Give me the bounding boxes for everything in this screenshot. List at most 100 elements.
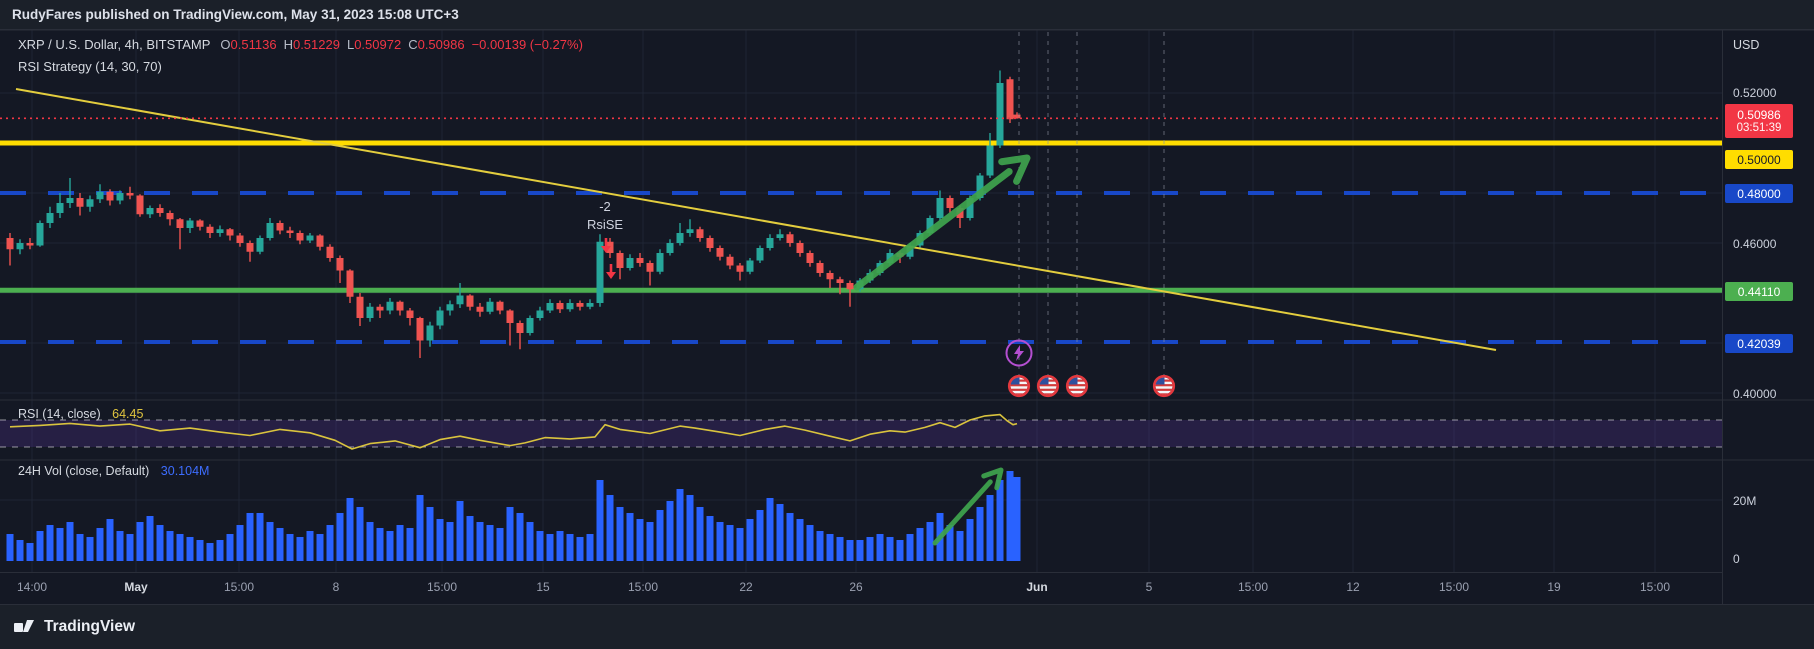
publication-text: RudyFares published on TradingView.com, … — [12, 7, 459, 22]
volume-bar — [26, 543, 34, 561]
candle — [796, 243, 804, 253]
us-flag-event-icon[interactable] — [1152, 374, 1176, 398]
volume-bar — [376, 528, 384, 561]
symbol-legend[interactable]: XRP / U.S. Dollar, 4h, BITSTAMP O0.51136 H… — [18, 37, 583, 52]
volume-bar — [896, 540, 904, 561]
volume-bar — [316, 534, 324, 561]
volume-bar — [276, 528, 284, 561]
volume-bar — [426, 507, 434, 561]
ohlc-value: 0.50972 — [354, 37, 402, 52]
strategy-legend[interactable]: RSI Strategy (14, 30, 70) — [18, 59, 162, 74]
volume-bar — [906, 534, 914, 561]
trendline-drawing[interactable] — [15, 88, 1497, 351]
volume-bar — [686, 495, 694, 561]
candle — [776, 234, 784, 238]
trend-arrow-drawing[interactable] — [853, 168, 1013, 291]
symbol-title: XRP / U.S. Dollar, 4h, BITSTAMP — [18, 37, 211, 52]
volume-bar — [16, 540, 24, 561]
volume-bar — [136, 522, 144, 561]
volume-bar — [416, 495, 424, 561]
trend-arrow-drawing[interactable] — [932, 479, 993, 546]
strategy-annotation-name: RsiSE — [586, 217, 624, 232]
volume-legend[interactable]: 24H Vol (close, Default) 30.104M — [18, 464, 209, 478]
volume-bar — [946, 525, 954, 561]
volume-label: 24H Vol (close, Default) — [18, 464, 150, 478]
volume-bar — [1013, 477, 1021, 561]
us-flag-event-icon[interactable] — [1065, 374, 1089, 398]
volume-bar — [346, 498, 354, 561]
candle — [696, 229, 704, 238]
time-tick-label: 12 — [1346, 580, 1360, 594]
ohlc-key: H — [283, 37, 293, 52]
green-level-badge: 0.44110 — [1725, 282, 1793, 301]
candle — [316, 235, 324, 247]
volume-bar — [726, 525, 734, 561]
time-axis[interactable]: 14:00 May 15:00 8 15:00 15 15:00 22 26 Jun 5 15:00 1… — [0, 572, 1722, 605]
candle — [456, 295, 464, 305]
volume-bar — [326, 525, 334, 561]
volume-bar — [586, 534, 594, 561]
candle — [116, 193, 124, 201]
volume-bar — [456, 501, 464, 561]
candle — [756, 248, 764, 261]
candle — [426, 325, 434, 341]
candle — [56, 203, 64, 213]
strategy-title: RSI Strategy (14, 30, 70) — [18, 59, 162, 74]
candle — [616, 253, 624, 268]
candle — [126, 193, 134, 196]
volume-bar — [806, 525, 814, 561]
candle — [966, 198, 974, 218]
candle — [1013, 114, 1021, 119]
candle — [146, 208, 154, 215]
lightning-event-icon[interactable] — [1005, 339, 1033, 367]
volume-bar — [106, 519, 114, 561]
sell-marker-arrowhead — [606, 272, 616, 279]
candle — [996, 83, 1004, 146]
volume-value: 30.104M — [160, 464, 210, 478]
volume-bar — [536, 531, 544, 561]
volume-bar — [496, 528, 504, 561]
volume-bar — [1006, 471, 1014, 561]
price-axis[interactable]: USD 0.52000 0.46000 0.40000 20M 0 0.50986 03:5… — [1722, 30, 1814, 604]
ohlc-value: 0.51136 — [230, 37, 277, 52]
volume-bar — [76, 534, 84, 561]
candle — [136, 195, 144, 215]
us-flag-event-icon[interactable] — [1036, 374, 1060, 398]
time-tick-label: 14:00 — [16, 580, 48, 594]
volume-bar — [116, 531, 124, 561]
us-flag-event-icon[interactable] — [1007, 374, 1031, 398]
candle — [396, 301, 404, 311]
rsi-legend[interactable]: RSI (14, close) 64.45 — [18, 407, 143, 421]
volume-bar — [876, 534, 884, 561]
volume-bar — [776, 504, 784, 561]
volume-bar — [66, 522, 74, 561]
tradingview-logo-icon[interactable] — [14, 617, 36, 637]
volume-bar — [526, 522, 534, 561]
time-tick-label: 15:00 — [426, 580, 458, 594]
volume-bar — [466, 516, 474, 561]
candle — [556, 303, 564, 310]
candle — [496, 301, 504, 311]
volume-bar — [216, 540, 224, 561]
volume-bar — [396, 525, 404, 561]
candle — [46, 213, 54, 223]
candle — [596, 241, 604, 303]
time-tick-label: 15 — [536, 580, 550, 594]
candle — [286, 230, 294, 233]
ohlc-values: O0.51136 H0.51229 L0.50972 C0.50986 — [220, 37, 471, 52]
volume-bar — [976, 507, 984, 561]
candle — [406, 310, 414, 318]
volume-bar — [186, 537, 194, 561]
volume-bar — [246, 513, 254, 561]
price-tick-label: 0.52000 — [1733, 86, 1777, 100]
tradingview-logo-text[interactable]: TradingView — [44, 618, 136, 635]
blue-level-badge-48: 0.48000 — [1725, 184, 1793, 203]
volume-bar — [96, 528, 104, 561]
candle — [186, 220, 194, 228]
time-tick-label: 22 — [739, 580, 753, 594]
candle — [926, 218, 934, 233]
volume-bar — [926, 522, 934, 561]
time-tick-label: 15:00 — [1237, 580, 1269, 594]
publication-header: RudyFares published on TradingView.com, … — [0, 0, 1814, 30]
